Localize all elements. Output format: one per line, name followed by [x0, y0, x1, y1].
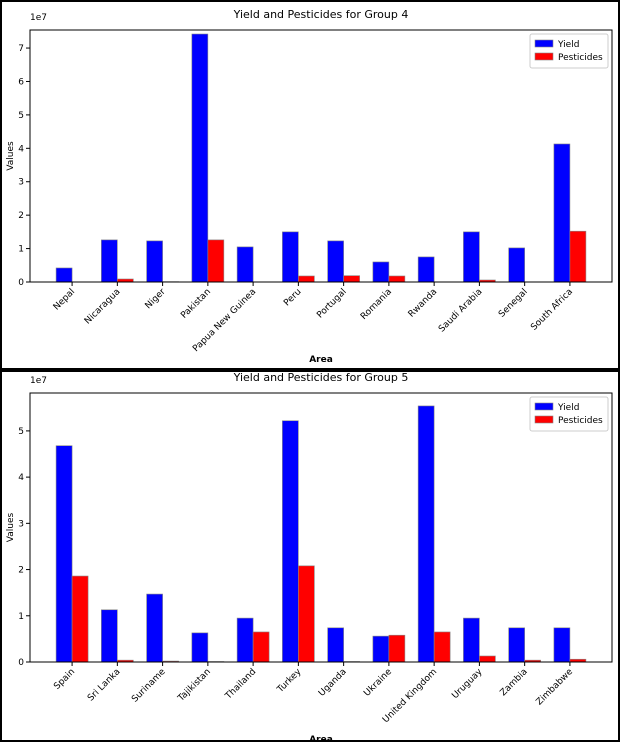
y-tick-label: 5 [18, 427, 24, 437]
bar [146, 240, 163, 283]
bar [508, 627, 525, 663]
x-tick-label: Portugal [315, 287, 348, 320]
bar [252, 631, 270, 663]
plot-frame [29, 392, 613, 663]
x-tick-label: Uruguay [450, 667, 485, 702]
bar [388, 634, 406, 663]
bar [479, 655, 496, 663]
bar [553, 627, 571, 663]
bar [101, 239, 118, 283]
bar [282, 231, 299, 283]
bar [191, 33, 209, 283]
y-tick-label: 2 [18, 566, 24, 576]
bar [101, 609, 118, 663]
bar [327, 240, 344, 283]
y-axis-label: Values [6, 512, 16, 542]
legend-label: Pesticides [558, 53, 603, 63]
x-axis-label: Area [309, 735, 333, 742]
x-tick-label: Nepal [52, 287, 77, 312]
panel-border [0, 370, 620, 742]
x-tick-label: Pakistan [179, 287, 213, 321]
panel-border [0, 0, 620, 370]
bar [372, 261, 390, 283]
bar [146, 593, 163, 663]
plot-frame [29, 29, 613, 283]
x-axis-label: Area [309, 355, 333, 365]
bar [191, 632, 209, 663]
legend-swatch [534, 52, 554, 61]
bar [417, 256, 435, 283]
bar [553, 143, 571, 283]
bar [55, 267, 73, 283]
x-tick-label: Niger [144, 287, 168, 311]
legend-label: Yield [557, 403, 579, 413]
legend-label: Pesticides [558, 416, 603, 426]
x-tick-label: Rwanda [407, 287, 440, 320]
y-tick-label: 1 [18, 612, 24, 622]
bar [236, 617, 254, 663]
axis-scale: 1e7 [30, 376, 47, 386]
legend-swatch [534, 402, 554, 411]
y-tick-label: 1 [18, 245, 24, 255]
bar [508, 247, 525, 283]
y-tick-label: 4 [18, 473, 24, 483]
bar [207, 239, 225, 283]
y-axis-label: Values [6, 141, 16, 171]
x-tick-label: Saudi Arabia [437, 287, 484, 334]
y-tick-label: 3 [18, 178, 24, 188]
bar [55, 445, 73, 663]
legend-label: Yield [557, 40, 579, 50]
bar [463, 231, 480, 283]
x-tick-label: Zambia [499, 667, 530, 698]
y-tick-label: 7 [18, 44, 24, 54]
y-tick-label: 6 [18, 77, 24, 87]
y-tick-label: 3 [18, 519, 24, 529]
y-tick-label: 5 [18, 111, 24, 121]
x-tick-label: Peru [282, 287, 303, 308]
bar [236, 246, 254, 283]
x-tick-label: Ukraine [362, 667, 394, 699]
bar [417, 405, 435, 663]
x-tick-label: Thailand [223, 667, 258, 702]
bar [327, 627, 344, 663]
x-tick-label: Spain [52, 667, 77, 692]
y-tick-label: 0 [18, 658, 24, 668]
bar [298, 565, 315, 663]
x-tick-label: Sri Lanka [86, 667, 122, 703]
legend-swatch [534, 415, 554, 424]
bar [569, 230, 587, 283]
chart-title: Yield and Pesticides for Group 4 [233, 8, 409, 21]
bar [463, 617, 480, 663]
x-tick-label: Senegal [497, 287, 530, 320]
chart-title: Yield and Pesticides for Group 5 [233, 371, 409, 384]
bar [71, 575, 89, 663]
y-tick-label: 0 [18, 278, 24, 288]
bar [298, 275, 315, 283]
x-tick-label: Turkey [275, 667, 304, 696]
x-tick-label: Uganda [317, 667, 349, 699]
x-tick-label: South Africa [529, 287, 575, 333]
axis-scale: 1e7 [30, 13, 47, 23]
bar [282, 420, 299, 663]
x-tick-label: Tajikistan [176, 667, 213, 704]
legend-swatch [534, 39, 554, 48]
x-tick-label: Nicaragua [83, 287, 122, 326]
y-tick-label: 4 [18, 144, 24, 154]
bar [433, 631, 451, 663]
x-tick-label: Suriname [130, 667, 168, 705]
x-tick-label: Romania [359, 287, 394, 322]
y-tick-label: 2 [18, 211, 24, 221]
bar [372, 635, 390, 663]
bar [343, 275, 360, 283]
bar [388, 275, 406, 283]
x-tick-label: Zimbabwe [535, 667, 576, 708]
